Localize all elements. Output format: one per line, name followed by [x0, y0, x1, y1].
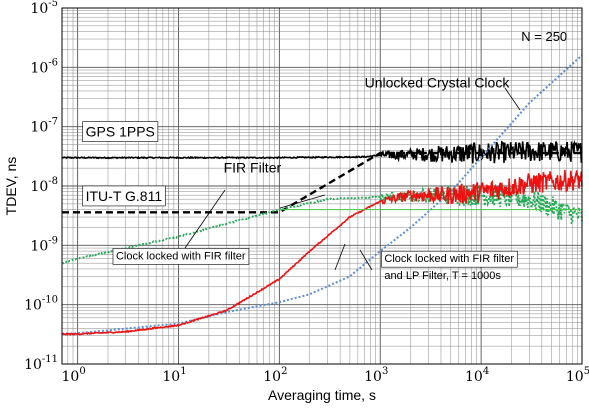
series-line — [62, 151, 582, 214]
x-tick-label: 105 — [566, 366, 589, 385]
leader-line — [279, 194, 326, 209]
annotation-box — [82, 121, 159, 142]
plot-frame — [61, 7, 583, 365]
x-tick-label: 102 — [263, 366, 287, 385]
annotation-6: Clock locked with FIR filter — [116, 250, 246, 262]
annotation-layer: N = 250 Unlocked Crystal Clock GPS 1PPS FIR… — [82, 29, 567, 282]
y-tick-label: 10-5 — [30, 0, 58, 17]
series-1 — [61, 139, 583, 164]
series-line — [61, 54, 583, 335]
leader-line — [184, 189, 226, 249]
series-3 — [61, 54, 583, 335]
y-tick-label: 10-6 — [30, 57, 58, 76]
x-tick-label: 104 — [465, 366, 489, 385]
series-5 — [62, 169, 583, 336]
series-line — [61, 139, 583, 164]
leader-line — [504, 87, 521, 111]
series-layer — [61, 54, 583, 336]
x-tick-label: 101 — [162, 366, 186, 385]
y-tick-label: 10-7 — [30, 117, 58, 136]
annotation-2: Unlocked Crystal Clock — [365, 74, 511, 90]
series-line — [62, 169, 583, 336]
annotation-3: GPS 1PPS — [86, 124, 155, 140]
x-axis-label: Averaging time, s — [268, 387, 376, 403]
y-tick-label: 10-11 — [24, 354, 58, 373]
annotation-5: ITU-T G.811 — [86, 188, 163, 204]
annotation-box — [112, 248, 250, 265]
tick-labels: 100 101 102 103 104 105 10-5 10-6 10-7 10-8 10-9 10… — [24, 0, 589, 385]
leader-line — [359, 249, 373, 271]
annotation-box — [381, 250, 518, 268]
annotation-8: and LP Filter, T = 1000s — [384, 270, 501, 282]
annotation-7: Clock locked with FIR filter — [384, 253, 514, 265]
annotation-4: FIR Filter — [224, 159, 282, 175]
y-tick-label: 10-9 — [30, 235, 58, 254]
y-tick-label: 10-8 — [30, 176, 58, 195]
y-axis-label: TDEV, ns — [3, 157, 19, 216]
x-tick-label: 100 — [62, 366, 86, 385]
y-tick-label: 10-10 — [24, 295, 58, 314]
series-2 — [62, 151, 582, 214]
x-tick-label: 103 — [364, 366, 388, 385]
annotation-1: N = 250 — [521, 29, 567, 44]
annotation-box — [82, 185, 166, 207]
leader-line — [334, 243, 346, 271]
